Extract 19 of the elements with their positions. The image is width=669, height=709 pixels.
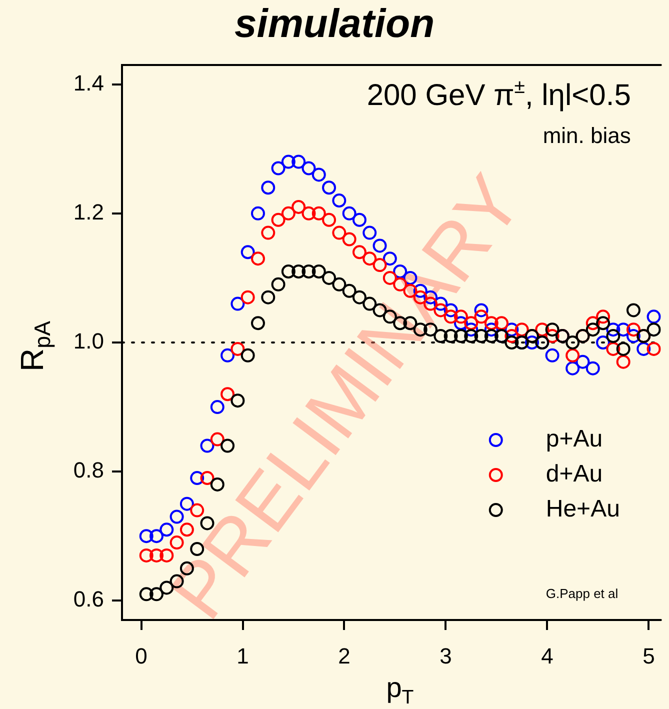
- y-tick-label: 1.4: [73, 70, 104, 96]
- y-tick-label: 0.8: [73, 458, 104, 483]
- x-tick-label: 5: [642, 643, 655, 668]
- annotation: min. bias: [542, 123, 631, 148]
- y-tick-label: 1.2: [73, 199, 104, 224]
- chart-title: simulation: [233, 2, 436, 47]
- x-tick-label: 2: [338, 643, 350, 668]
- x-axis-title: p$_{T}$: [385, 672, 415, 709]
- y-tick-label: 0.6: [73, 586, 104, 612]
- legend-label: p+Au: [546, 426, 603, 453]
- x-tick-label: 1: [236, 643, 249, 668]
- x-tick-label: 4: [541, 643, 554, 668]
- annotation: 200 GeV π±, lηl<0.5: [366, 76, 631, 112]
- y-tick-label: 1.0: [73, 328, 104, 354]
- legend-label: He+Au: [546, 496, 620, 523]
- x-tick-label: 3: [440, 643, 452, 668]
- annotation: G.Papp et al: [546, 586, 618, 601]
- legend-label: d+Au: [546, 460, 603, 488]
- x-tick-label: 0: [135, 643, 148, 668]
